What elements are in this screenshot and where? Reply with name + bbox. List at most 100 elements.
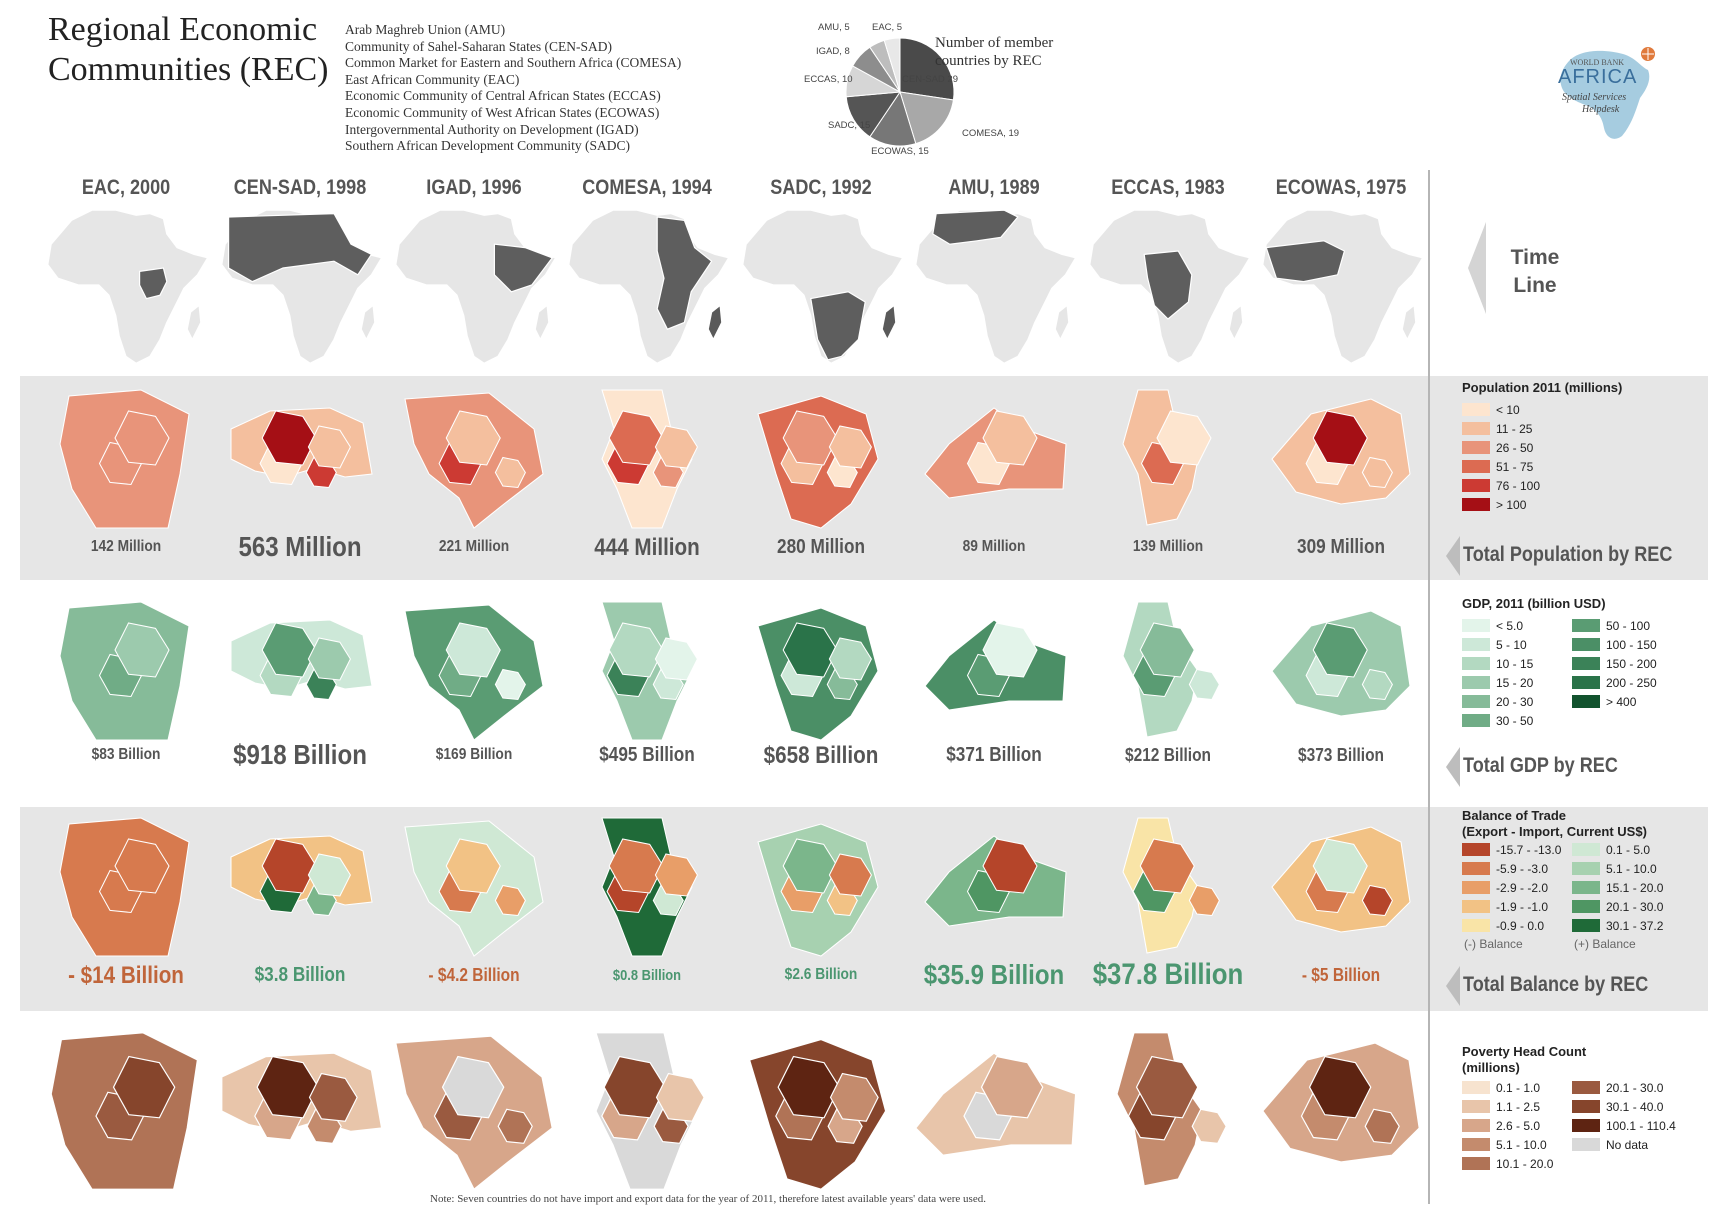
rec-member-region <box>139 267 168 300</box>
rec-region-map-icon <box>50 1032 199 1190</box>
rec-region-map-icon <box>757 823 879 957</box>
legend-item: 15.1 - 20.0 <box>1572 878 1663 897</box>
legend-swatch <box>1572 919 1600 932</box>
rec-column-header: ECOWAS, 1975 <box>1275 176 1407 199</box>
legend-label: No data <box>1606 1137 1649 1152</box>
rec-region-map-icon <box>230 407 373 489</box>
gdp-choropleth-map <box>386 596 562 746</box>
rec-region-map-icon <box>748 1038 887 1190</box>
legend-label: 10 - 15 <box>1496 656 1534 671</box>
legend-item: 2.6 - 5.0 <box>1462 1116 1572 1135</box>
legend-item: 200 - 250 <box>1572 673 1657 692</box>
legend-swatch <box>1462 676 1490 689</box>
poverty-legend-title2: (millions) <box>1462 1060 1520 1075</box>
legend-label: 5.1 - 10.0 <box>1496 1137 1547 1152</box>
legend-label: < 5.0 <box>1496 618 1524 633</box>
legend-label: 26 - 50 <box>1496 440 1534 455</box>
rec-region-map-icon <box>395 1035 553 1191</box>
rec-name-list: Arab Maghreb Union (AMU) Community of Sa… <box>345 22 681 155</box>
pie-slice-label: AMU, 5 <box>818 22 850 33</box>
timeline-label: Time Line <box>1495 244 1575 300</box>
timeline-map <box>559 200 735 370</box>
bal-choropleth-map <box>559 812 735 962</box>
legend-item: 0.1 - 1.0 <box>1462 1078 1572 1097</box>
legend-swatch <box>1462 919 1490 932</box>
legend-item: 1.1 - 2.5 <box>1462 1097 1572 1116</box>
page-title: Regional Economic Communities (REC) <box>48 11 329 88</box>
population-arrow-icon <box>1446 536 1460 576</box>
legend-item: > 400 <box>1572 692 1657 711</box>
pie-slice-label: SADC, 15 <box>828 120 870 131</box>
legend-item: No data <box>1572 1135 1676 1154</box>
bal-choropleth-map <box>386 812 562 962</box>
rec-region-map-icon <box>230 619 373 701</box>
pie-slice-label: EAC, 5 <box>872 22 902 33</box>
pie-slice <box>899 91 954 145</box>
legend-swatch <box>1462 1138 1490 1151</box>
balance-legend-title2: (Export - Import, Current US$) <box>1462 824 1647 839</box>
balance-row-label: Total Balance by REC <box>1463 973 1649 996</box>
legend-label: 150 - 200 <box>1606 656 1657 671</box>
legend-swatch <box>1572 1138 1600 1151</box>
legend-label: 30.1 - 37.2 <box>1606 918 1664 933</box>
legend-swatch <box>1462 422 1490 435</box>
pov-choropleth-map <box>559 1026 735 1196</box>
rec-region-map-icon <box>1122 601 1220 738</box>
legend-item: -2.9 - -2.0 <box>1462 878 1572 897</box>
legend-item: 15 - 20 <box>1462 673 1572 692</box>
legend-label: 11 - 25 <box>1496 421 1533 436</box>
population-value: 563 Million <box>238 531 362 563</box>
legend-swatch <box>1462 441 1490 454</box>
pop-choropleth-map <box>1253 384 1429 534</box>
rec-column-header: SADC, 1992 <box>770 176 872 199</box>
legend-label: -5.9 - -3.0 <box>1496 861 1549 876</box>
legend-swatch <box>1572 695 1600 708</box>
rec-name: East African Community (EAC) <box>345 71 520 87</box>
rec-member-region <box>932 209 1019 245</box>
population-value: 221 Million <box>438 538 510 556</box>
pov-choropleth-map <box>733 1026 909 1196</box>
africa-map-icon <box>742 209 904 364</box>
africa-map-icon <box>568 209 730 364</box>
legend-swatch <box>1462 1081 1490 1094</box>
legend-label: 20 - 30 <box>1496 694 1534 709</box>
rec-member-region <box>228 212 373 283</box>
balance-value: - $5 Billion <box>1301 965 1381 986</box>
legend-swatch <box>1462 843 1490 856</box>
legend-item: -0.9 - 0.0 <box>1462 916 1572 935</box>
rec-region-map-icon <box>1262 1042 1420 1163</box>
balance-arrow-icon <box>1446 966 1460 1006</box>
gdp-value: $373 Billion <box>1297 745 1385 766</box>
rec-region-map-icon <box>221 1052 383 1144</box>
rec-region-map-icon <box>601 601 699 741</box>
legend-item: 26 - 50 <box>1462 438 1622 457</box>
pie-slice-label: ECOWAS, 15 <box>871 146 929 157</box>
population-legend-title: Population 2011 (millions) <box>1462 380 1623 395</box>
legend-swatch <box>1572 1119 1600 1132</box>
legend-label: 20.1 - 30.0 <box>1606 1080 1664 1095</box>
rec-region-map-icon <box>230 835 373 917</box>
pov-choropleth-map <box>906 1026 1082 1196</box>
rec-region-map-icon <box>59 817 190 957</box>
gdp-value: $169 Billion <box>435 746 513 764</box>
legend-item: -15.7 - -13.0 <box>1462 840 1572 859</box>
pie-slice-label: CEN-SAD 29 <box>902 74 958 85</box>
pop-choropleth-map <box>559 384 735 534</box>
rec-region-map-icon <box>404 604 544 741</box>
legend-label: -15.7 - -13.0 <box>1496 842 1562 857</box>
population-value: 309 Million <box>1297 536 1385 558</box>
legend-swatch <box>1572 1100 1600 1113</box>
legend-item: 0.1 - 5.0 <box>1572 840 1663 859</box>
pov-choropleth-map <box>38 1026 214 1196</box>
negative-balance-caption: (-) Balance <box>1464 937 1523 951</box>
pie-slice <box>883 37 901 93</box>
legend-item: 20.1 - 30.0 <box>1572 897 1663 916</box>
legend-label: 5 - 10 <box>1496 637 1527 652</box>
bal-choropleth-map <box>212 812 388 962</box>
legend-label: -2.9 - -2.0 <box>1496 880 1549 895</box>
population-value: 89 Million <box>962 538 1026 556</box>
legend-item: 30.1 - 40.0 <box>1572 1097 1676 1116</box>
rec-region-map-icon <box>924 619 1067 711</box>
timeline-map <box>386 200 562 370</box>
legend-item: -1.9 - -1.0 <box>1462 897 1572 916</box>
